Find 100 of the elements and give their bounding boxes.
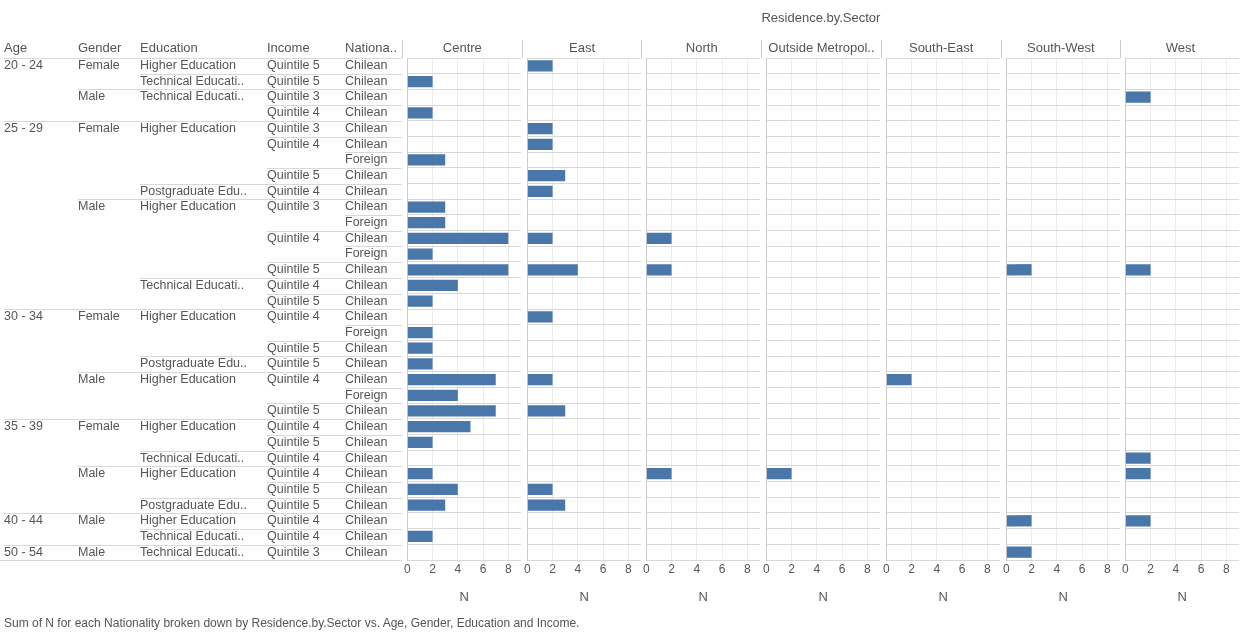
x-tick-label: 2 (1147, 561, 1155, 576)
bar (407, 530, 433, 543)
x-tick-label: 0 (403, 561, 411, 576)
bar (407, 201, 446, 213)
bar (527, 170, 565, 182)
x-tick-label: 0 (643, 561, 651, 576)
text: Chilean (345, 372, 388, 386)
text: Chilean (345, 230, 388, 245)
text: Chilean (345, 434, 388, 449)
text: 50 - 54 (4, 544, 43, 559)
x-tick-label: 6 (1197, 561, 1205, 576)
text: Higher Education (140, 120, 236, 135)
text: Female (78, 120, 120, 135)
x-tick-label: 2 (668, 561, 676, 576)
text: Chilean (345, 105, 388, 120)
text: Higher Education (140, 199, 236, 214)
x-axis-title: N (938, 588, 948, 604)
chart-title: North (641, 40, 762, 58)
x-tick-label: 0 (523, 561, 531, 576)
x-tick-label: 4 (1172, 561, 1180, 576)
text: Chilean (345, 293, 388, 308)
text: Foreign (345, 152, 388, 167)
text: Chilean (345, 309, 388, 324)
text: Chilean (345, 544, 388, 559)
bar (527, 60, 553, 72)
text: Quintile 4 (267, 513, 320, 528)
text: Chilean (345, 450, 388, 465)
bar (407, 421, 471, 433)
bar (407, 499, 446, 511)
chart-title: West (1120, 40, 1240, 58)
bar (407, 264, 509, 276)
bar (407, 326, 433, 339)
bar (407, 389, 458, 401)
text: Technical Educati.. (140, 450, 245, 465)
text: Quintile 5 (267, 293, 320, 308)
bar (407, 483, 458, 496)
text: Quintile 5 (267, 58, 320, 72)
text: Sum of N for each Nationality broken down by Residence.by.Sector vs. Age, Gender, Education and Income. (4, 616, 580, 630)
x-tick-label: 4 (813, 561, 821, 576)
text: Female (78, 309, 120, 324)
text: Foreign (345, 387, 388, 402)
text: Quintile 5 (267, 481, 320, 496)
category-label: Income (267, 40, 310, 57)
x-tick-label: 6 (838, 561, 846, 576)
bar (407, 295, 433, 307)
text: Chilean (345, 466, 388, 481)
bar (407, 107, 433, 119)
bar (527, 232, 553, 245)
x-axis-title: N (818, 588, 828, 604)
chart-title: East (521, 40, 642, 58)
x-tick-label: 2 (788, 561, 796, 576)
category-label: Nationa.. (345, 40, 398, 57)
text: Quintile 3 (267, 120, 320, 135)
text: Female (78, 58, 120, 72)
x-tick-label: 4 (454, 561, 462, 576)
bar (407, 358, 433, 370)
bar (407, 217, 446, 229)
text: Quintile 3 (267, 89, 320, 104)
text: 25 - 29 (4, 120, 43, 135)
bar (407, 468, 433, 480)
x-tick-label: 2 (548, 561, 556, 576)
bar (527, 311, 553, 323)
chart-title: Outside Metropol.. (761, 40, 881, 58)
text: Chilean (345, 340, 388, 355)
x-tick-label: 4 (693, 561, 701, 576)
x-tick-label: 4 (574, 561, 582, 576)
text: Postgraduate Edu.. (140, 183, 248, 198)
text: Chilean (345, 497, 388, 512)
x-tick-label: 6 (958, 561, 966, 576)
bar (527, 483, 553, 496)
x-tick-label: 8 (505, 561, 513, 576)
x-tick-label: 6 (1078, 561, 1086, 576)
text: 30 - 34 (4, 309, 43, 324)
text: Technical Educati.. (140, 89, 245, 104)
text: Chilean (345, 183, 388, 198)
text: Residence.by.Sector (760, 10, 882, 25)
x-tick-label: 0 (1002, 561, 1010, 576)
text: Higher Education (140, 466, 236, 481)
text: Chilean (345, 529, 388, 543)
x-axis-title: N (1057, 588, 1068, 604)
text: Quintile 3 (267, 199, 320, 214)
x-axis-title: N (579, 588, 589, 604)
text: Quintile 4 (267, 183, 320, 198)
text: Quintile 5 (267, 403, 320, 418)
text: 35 - 39 (4, 419, 43, 434)
text: Chilean (345, 58, 388, 72)
text: Foreign (345, 215, 388, 229)
text: Chilean (345, 356, 388, 371)
bar (527, 373, 553, 386)
text: Male (78, 199, 106, 214)
text: Quintile 4 (267, 277, 320, 292)
text: Chilean (345, 89, 388, 104)
x-tick-label: 6 (479, 561, 487, 576)
x-tick-label: 8 (983, 561, 991, 576)
text: Higher Education (140, 419, 236, 434)
text: Male (78, 466, 106, 481)
text: 20 - 24 (4, 58, 43, 72)
x-tick-label: 0 (1122, 561, 1130, 576)
text: Chilean (345, 136, 388, 151)
text: Technical Educati.. (140, 529, 245, 543)
